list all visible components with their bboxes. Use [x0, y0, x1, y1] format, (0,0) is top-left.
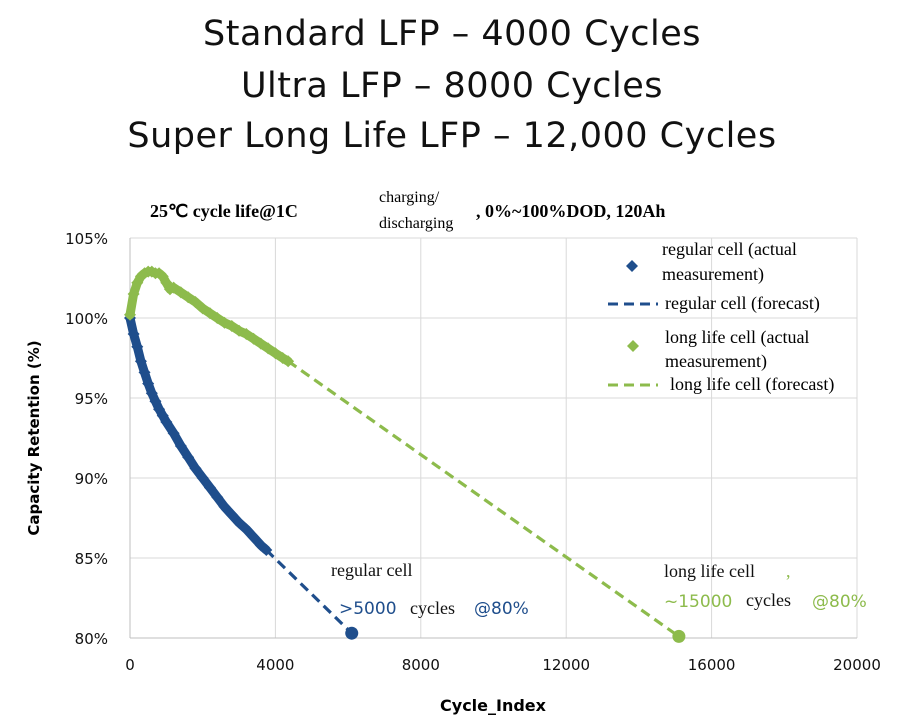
data-point	[196, 472, 209, 484]
annotation-regular-tail: @80%	[474, 599, 529, 619]
y-tick-label: 80%	[75, 630, 108, 648]
data-point	[233, 516, 246, 529]
annotation-longlife-comma: ,	[786, 561, 791, 581]
y-tick-label: 90%	[75, 470, 108, 488]
data-point	[240, 523, 253, 536]
legend-label-regular-actual-1: regular cell (actual	[662, 239, 797, 260]
data-point	[262, 342, 275, 355]
annotation-longlife-title: long life cell	[664, 561, 755, 581]
data-point	[225, 508, 238, 521]
measured-band	[125, 313, 271, 555]
x-tick-label: 8000	[402, 656, 440, 674]
data-point	[127, 288, 140, 300]
data-point	[134, 355, 147, 368]
annotation-longlife-tail: @80%	[812, 592, 867, 612]
data-point	[218, 500, 231, 513]
endpoint-longlife	[672, 629, 686, 643]
data-point	[182, 291, 195, 304]
headline-standard: Standard LFP – 4000 Cycles	[203, 14, 701, 54]
data-point	[124, 308, 136, 321]
data-point	[203, 307, 216, 320]
annotation-longlife: long life cell , ~15000 cycles @80%	[664, 561, 867, 612]
legend-label-regular-forecast: regular cell (forecast)	[665, 293, 820, 314]
headline-super: Super Long Life LFP – 12,000 Cycles	[127, 116, 777, 156]
y-tick-label: 95%	[75, 390, 108, 408]
data-point	[174, 286, 187, 299]
x-axis-label: Cycle_Index	[440, 696, 547, 715]
x-tick-label: 0	[125, 656, 135, 674]
legend-label-longlife-actual-1: long life cell (actual	[665, 327, 809, 348]
data-point	[167, 427, 180, 440]
data-point	[211, 491, 224, 504]
data-point	[189, 462, 202, 475]
data-point	[240, 328, 253, 340]
legend: regular cell (actual measurement) regula…	[608, 239, 834, 395]
chart-title-sup: charging/	[379, 189, 440, 206]
annotation-regular-value: >5000	[339, 599, 397, 619]
y-tick-label: 105%	[65, 230, 108, 248]
data-point	[174, 440, 187, 452]
annotation-regular-title: regular cell	[331, 560, 412, 580]
legend-label-longlife-actual-2: measurement)	[665, 351, 767, 372]
legend-marker-regular-actual	[626, 260, 638, 272]
data-point	[127, 328, 140, 340]
annotation-regular: regular cell >5000 cycles @80%	[331, 560, 529, 619]
series-1	[265, 548, 353, 635]
endpoint-regular	[345, 626, 359, 640]
y-axis-label: Capacity Retention (%)	[25, 340, 43, 535]
y-tick-label: 85%	[75, 550, 108, 568]
x-tick-label: 16000	[688, 656, 736, 674]
data-point	[167, 281, 180, 294]
chart-title: 25℃ cycle life@1C charging/ discharging …	[150, 189, 665, 232]
data-point	[211, 312, 224, 324]
legend-marker-longlife-actual	[627, 340, 639, 352]
data-point	[189, 296, 202, 308]
data-point	[160, 416, 173, 428]
chart-title-sub: discharging	[379, 215, 453, 232]
annotation-longlife-value: ~15000	[664, 592, 732, 612]
forecast-line	[287, 359, 680, 638]
forecast-line	[265, 548, 353, 635]
legend-label-longlife-forecast: long life cell (forecast)	[670, 374, 834, 395]
data-point	[131, 340, 144, 353]
headline-ultra: Ultra LFP – 8000 Cycles	[240, 66, 664, 106]
chart-title-tail: , 0%~100%DOD, 120Ah	[476, 201, 665, 221]
x-tick-labels: 0 4000 8000 12000 16000 20000	[125, 656, 881, 674]
chart-title-main: 25℃ cycle life@1C	[150, 201, 298, 221]
data-point	[138, 366, 151, 379]
y-tick-label: 100%	[65, 310, 108, 328]
data-point	[247, 531, 260, 544]
series-3	[287, 359, 680, 638]
y-tick-labels: 80% 85% 90% 95% 100% 105%	[65, 230, 108, 648]
data-point	[225, 320, 238, 332]
data-point	[247, 332, 260, 345]
data-point	[203, 481, 216, 494]
data-point	[269, 347, 282, 360]
series-2	[124, 265, 295, 368]
x-tick-label: 20000	[833, 656, 881, 674]
data-point	[182, 451, 195, 464]
annotation-longlife-unit: cycles	[746, 590, 791, 610]
series-0	[124, 312, 273, 556]
data-point	[196, 302, 209, 315]
legend-label-regular-actual-2: measurement)	[662, 264, 764, 285]
series-layer	[124, 265, 686, 643]
x-tick-label: 12000	[542, 656, 590, 674]
data-point	[254, 337, 267, 350]
grid	[130, 237, 858, 638]
annotation-regular-unit: cycles	[410, 598, 455, 618]
x-tick-label: 4000	[256, 656, 294, 674]
data-point	[142, 377, 155, 390]
